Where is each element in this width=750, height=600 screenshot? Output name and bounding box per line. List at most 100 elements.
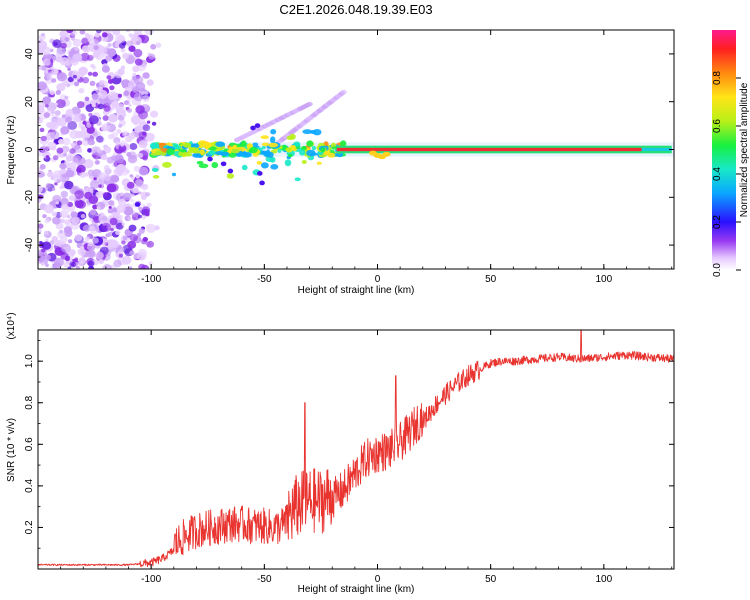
spectrogram-noise-blob bbox=[67, 67, 71, 71]
spectrogram-noise-blob bbox=[92, 131, 99, 137]
spectrogram-noise-blob bbox=[138, 110, 148, 120]
spectrogram-ridge-blob bbox=[316, 161, 322, 165]
spectrogram-noise-blob bbox=[70, 211, 78, 218]
spectrogram-noise-blob bbox=[59, 57, 70, 66]
spectrogram-ridge-blob bbox=[270, 129, 277, 135]
spectrogram-ridge-blob bbox=[183, 142, 192, 148]
spectrogram-ridge-blob bbox=[327, 152, 336, 158]
snr-plot-area bbox=[38, 330, 674, 569]
spectrogram-noise-blob bbox=[111, 175, 120, 183]
spectrogram-x-tick-label: 0 bbox=[375, 274, 381, 285]
spectrogram-noise-blob bbox=[60, 190, 68, 198]
spectrogram-noise-blob bbox=[144, 90, 149, 95]
spectrogram-ridge-blob bbox=[249, 146, 258, 154]
spectrogram-noise-blob bbox=[150, 110, 159, 118]
spectrogram-noise-blob bbox=[96, 206, 101, 210]
spectrogram-noise-blob bbox=[122, 192, 132, 201]
spectrogram-noise-blob bbox=[47, 141, 57, 151]
spectrogram-noise-blob bbox=[102, 264, 112, 269]
spectrogram-noise-blob bbox=[105, 100, 112, 107]
spectrogram-y-tick-label: 40 bbox=[24, 48, 35, 60]
spectrogram-noise-blob bbox=[111, 132, 118, 138]
spectrogram-ridge-blob bbox=[270, 164, 279, 170]
spectrogram-ridge-blob bbox=[266, 149, 271, 157]
spectrogram-noise-blob bbox=[141, 203, 145, 208]
spectrogram-noise-blob bbox=[130, 115, 141, 125]
spectrogram-dip-blob bbox=[382, 151, 391, 157]
spectrogram-noise-blob bbox=[41, 241, 52, 250]
spectrogram-noise-blob bbox=[46, 74, 53, 80]
spectrogram-noise-blob bbox=[84, 191, 93, 200]
spectrogram-noise-blob bbox=[87, 148, 93, 153]
snr-x-tick-label: -100 bbox=[141, 574, 161, 585]
spectrogram-noise-blob bbox=[43, 53, 52, 61]
spectrogram-noise-blob bbox=[137, 152, 144, 158]
spectrogram-ridge-blob bbox=[289, 133, 296, 140]
spectrogram-noise-blob bbox=[42, 214, 47, 219]
snr-y-scale-note: (x10⁴) bbox=[6, 312, 17, 339]
spectrogram-noise-blob bbox=[59, 218, 65, 224]
spectrogram-noise-blob bbox=[118, 124, 123, 128]
spectrogram-noise-blob bbox=[52, 216, 61, 225]
spectrogram-noise-blob bbox=[129, 250, 135, 255]
spectrogram-noise-blob bbox=[38, 66, 42, 70]
spectrogram-noise-blob bbox=[79, 259, 85, 265]
spectrogram-noise-blob bbox=[51, 211, 58, 217]
spectrogram-noise-blob bbox=[109, 183, 119, 192]
spectrogram-noise-blob bbox=[141, 214, 147, 220]
snr-x-label: Height of straight line (km) bbox=[298, 584, 415, 595]
spectrogram-ridge-blob bbox=[311, 145, 316, 151]
spectrogram-noise-blob bbox=[145, 212, 150, 217]
spectrogram-ridge-blob bbox=[260, 150, 268, 155]
spectrogram-noise-blob bbox=[102, 115, 109, 121]
spectrogram-noise-blob bbox=[118, 253, 123, 258]
spectrogram-noise-blob bbox=[105, 233, 110, 238]
spectrogram-noise-blob bbox=[38, 151, 44, 157]
spectrogram-noise-blob bbox=[74, 257, 79, 261]
spectrogram-noise-blob bbox=[89, 179, 100, 189]
spectrogram-noise-blob bbox=[40, 135, 47, 142]
spectrogram-noise-blob bbox=[105, 55, 113, 62]
spectrogram-noise-blob bbox=[107, 79, 114, 84]
spectrogram-noise-blob bbox=[89, 209, 97, 216]
spectrogram-noise-blob bbox=[82, 121, 87, 125]
spectrogram-noise-blob bbox=[68, 195, 76, 201]
spectrogram-noise-blob bbox=[82, 224, 91, 232]
spectrogram-noise-blob bbox=[60, 203, 68, 210]
spectrogram-noise-blob bbox=[72, 74, 77, 79]
spectrogram-ridge-blob bbox=[252, 142, 259, 147]
spectrogram-noise-blob bbox=[97, 103, 104, 110]
spectrogram-noise-blob bbox=[67, 239, 73, 244]
snr-x-tick-label: -50 bbox=[257, 574, 272, 585]
spectrogram-noise-blob bbox=[41, 262, 45, 266]
spectrogram-spot bbox=[254, 123, 261, 128]
spectrogram-noise-blob bbox=[88, 217, 93, 222]
spectrogram-noise-blob bbox=[117, 198, 127, 207]
spectrogram-noise-blob bbox=[55, 90, 61, 95]
spectrogram-noise-blob bbox=[123, 90, 130, 96]
spectrogram-noise-blob bbox=[52, 39, 62, 48]
spectrogram-noise-blob bbox=[96, 30, 102, 34]
spectrogram-noise-blob bbox=[122, 236, 128, 241]
spectrogram-noise-blob bbox=[75, 266, 80, 269]
spectrogram-noise-blob bbox=[93, 45, 99, 51]
spectrogram-noise-blob bbox=[43, 230, 49, 235]
spectrogram-noise-blob bbox=[44, 218, 50, 224]
spectrogram-spot bbox=[257, 171, 263, 176]
spectrogram-noise-blob bbox=[40, 65, 47, 71]
spectrogram-noise-blob bbox=[56, 147, 64, 154]
spectrogram-ridge-core bbox=[336, 147, 642, 152]
spectrogram-noise-blob bbox=[116, 204, 126, 213]
spectrogram-noise-blob bbox=[97, 148, 103, 154]
spectrogram-noise-blob bbox=[138, 228, 145, 234]
spectrogram-noise-blob bbox=[130, 193, 135, 198]
snr-y-tick-label: 0.2 bbox=[24, 520, 35, 534]
spectrogram-y-tick-label: -20 bbox=[24, 190, 35, 205]
spectrogram-noise-blob bbox=[95, 191, 101, 197]
spectrogram-ridge-blob bbox=[192, 152, 202, 158]
snr-y-tick-label: 1.0 bbox=[24, 354, 35, 368]
colorbar-tick-label: 0.2 bbox=[712, 215, 723, 229]
spectrogram-noise-blob bbox=[98, 45, 108, 54]
spectrogram-noise-blob bbox=[148, 53, 156, 60]
spectrogram-noise-blob bbox=[133, 49, 143, 58]
